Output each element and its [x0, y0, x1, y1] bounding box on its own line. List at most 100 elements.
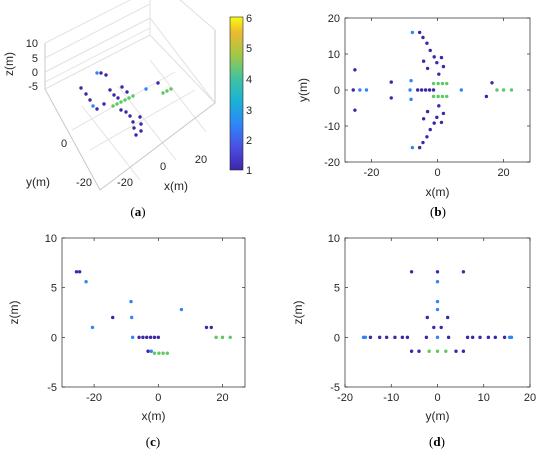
point	[431, 88, 436, 92]
panel-a-caption: (a)	[130, 204, 145, 219]
panel-d-xtick-label: -10	[383, 392, 399, 404]
point	[95, 71, 99, 75]
point	[417, 349, 421, 353]
panel-c-ytick-label: 5	[51, 283, 57, 295]
point	[437, 72, 441, 76]
point	[129, 299, 133, 304]
panel-b-ytick-label: 10	[328, 49, 340, 61]
panel-c-ytick-label: 0	[51, 332, 57, 344]
point	[157, 351, 161, 355]
point	[144, 87, 148, 91]
colorbar-tick-4: 4	[246, 74, 252, 86]
point	[353, 108, 357, 112]
point	[90, 325, 95, 330]
point	[441, 64, 446, 69]
point	[419, 88, 424, 92]
point	[509, 335, 514, 340]
point	[124, 110, 128, 114]
point	[444, 349, 448, 353]
point	[405, 335, 410, 340]
point	[408, 88, 412, 92]
point	[228, 335, 232, 340]
panel-a-ztick-10: 10	[26, 38, 38, 50]
panel-a-ytick-m20: -20	[76, 177, 92, 189]
point	[441, 111, 446, 116]
panel-a-floor-grid	[71, 59, 207, 181]
point	[435, 299, 440, 304]
point	[431, 94, 436, 99]
point	[425, 135, 429, 139]
panel-b-xlabel: x(m)	[426, 185, 450, 199]
point	[77, 270, 82, 274]
point	[415, 88, 420, 92]
point	[439, 325, 443, 330]
point	[446, 335, 451, 340]
point	[115, 102, 119, 106]
point	[119, 100, 123, 104]
point	[152, 351, 157, 355]
point	[148, 335, 153, 340]
point	[409, 270, 414, 274]
panel-b-ytick-label: -20	[324, 157, 340, 169]
point	[139, 129, 143, 133]
point	[425, 109, 430, 114]
panel-c: -20 0 20 -5 0 5 10 x(m) z(m) (c)	[7, 233, 246, 449]
point	[132, 126, 136, 130]
point	[427, 88, 432, 92]
panel-a-ztick-m5: -5	[28, 81, 38, 93]
point	[134, 133, 138, 137]
point	[139, 122, 143, 126]
point	[432, 121, 436, 125]
point	[436, 94, 440, 99]
point	[423, 88, 428, 92]
panel-a: 10 5 0 -5 z(m) 0 -20 y(m) -20 0 20 x(m)	[2, 0, 252, 219]
point	[125, 90, 129, 94]
panel-a-ztick-5: 5	[32, 53, 38, 65]
colorbar-tick-6: 6	[246, 13, 252, 25]
point	[149, 349, 153, 353]
panel-b-ytick-label: -10	[324, 121, 340, 133]
point	[440, 81, 445, 86]
point	[427, 349, 431, 353]
point	[417, 30, 422, 35]
panel-a-points	[79, 71, 173, 137]
point	[470, 335, 475, 340]
point	[409, 349, 414, 353]
colorbar-tick-1: 1	[246, 165, 252, 177]
point	[459, 88, 463, 92]
point	[502, 335, 507, 340]
panel-b-ytick-label: 0	[334, 85, 340, 97]
point	[435, 335, 440, 340]
panel-a-xtick-0: 0	[160, 161, 166, 173]
point	[128, 114, 132, 118]
point	[353, 68, 357, 72]
panel-c-ylabel: z(m)	[7, 301, 21, 325]
point	[127, 96, 131, 100]
point	[410, 145, 415, 150]
point	[435, 115, 439, 120]
point	[161, 91, 165, 95]
point	[84, 92, 88, 96]
point	[421, 117, 426, 121]
point	[439, 55, 444, 60]
point	[156, 81, 160, 85]
panel-a-ylabel: y(m)	[26, 175, 50, 189]
panel-b-ytick-label: 20	[328, 13, 340, 25]
panel-a-ztick-0: 0	[32, 67, 38, 79]
panel-d-xtick-label: 0	[434, 392, 440, 404]
panel-a-zlabel: z(m)	[2, 52, 16, 76]
point	[454, 349, 458, 353]
panel-a-xlabel: x(m)	[164, 179, 188, 193]
point	[95, 107, 99, 111]
point	[428, 48, 432, 53]
panel-d-xtick-label: -20	[337, 392, 353, 404]
point	[421, 59, 426, 63]
point	[116, 96, 120, 100]
panel-a-back-wall	[149, 0, 216, 105]
point	[108, 88, 112, 92]
point	[141, 335, 145, 340]
point	[435, 60, 439, 65]
point	[490, 81, 494, 85]
panel-c-ytick-label: 10	[45, 233, 57, 245]
panel-b-xtick-label: 0	[434, 167, 440, 179]
